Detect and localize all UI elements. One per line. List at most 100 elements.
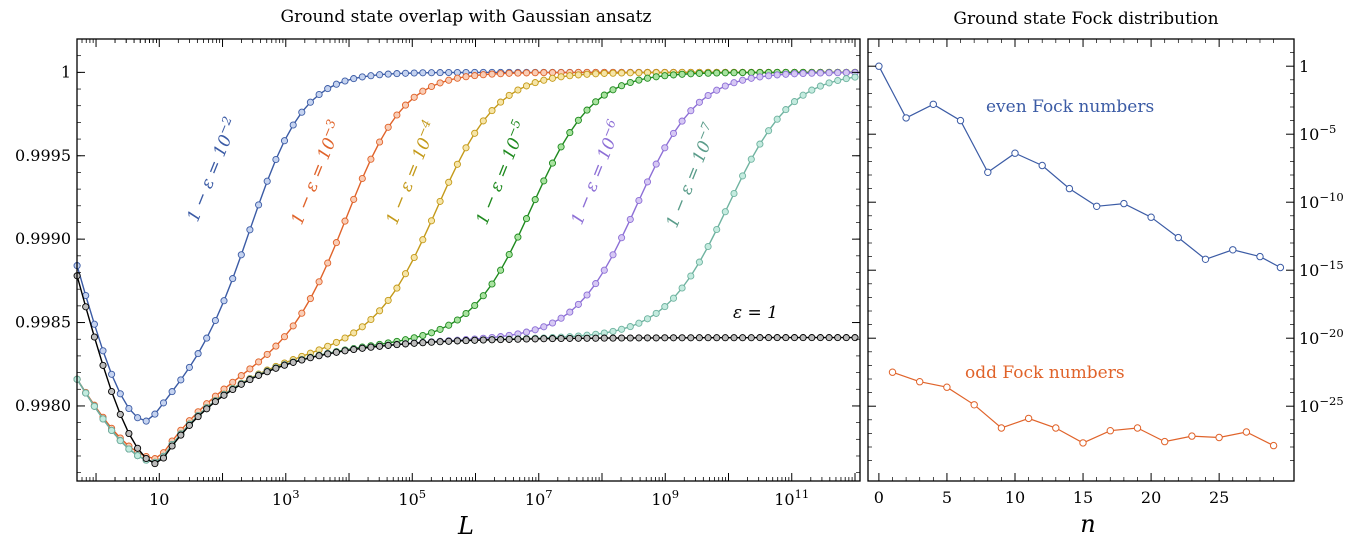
series-point: [592, 280, 600, 288]
series-point: [393, 341, 401, 349]
series-point: [730, 334, 738, 342]
series-point: [289, 358, 297, 366]
series-point: [453, 316, 461, 324]
series-point: [713, 334, 721, 342]
series-point: [652, 73, 660, 81]
fock-point: [1215, 433, 1223, 442]
left-chart-title: Ground state overlap with Gaussian ansat…: [281, 7, 652, 27]
series-point: [419, 339, 427, 347]
series-point: [289, 121, 297, 129]
series-point: [643, 178, 652, 186]
series-point: [635, 76, 643, 84]
series-point: [497, 266, 505, 274]
series-point: [99, 347, 107, 355]
series-point: [280, 361, 289, 369]
series-point: [497, 336, 505, 344]
y-tick-label: 0.9985: [15, 313, 71, 332]
series-point: [583, 70, 591, 78]
series-point: [410, 253, 418, 262]
series-5: [73, 73, 859, 466]
series-point: [566, 334, 574, 342]
fock-line: [892, 371, 1274, 447]
series-point: [505, 91, 513, 99]
series-line-5: [76, 76, 856, 464]
series-line-4: [76, 71, 855, 464]
series-point: [851, 334, 859, 342]
series-point: [298, 108, 306, 116]
series-point: [298, 309, 306, 317]
series-point: [350, 345, 358, 354]
series-point: [134, 444, 142, 452]
series-point: [592, 98, 600, 106]
series-point: [350, 329, 358, 337]
series-point: [332, 338, 340, 346]
series-point: [427, 217, 436, 225]
series-point: [445, 337, 453, 345]
series-point: [842, 69, 850, 77]
series-point: [842, 334, 850, 342]
series-point: [237, 380, 245, 388]
series-point: [747, 74, 755, 82]
series-point: [306, 354, 314, 362]
y-tick-label: 10−5: [1299, 122, 1336, 144]
series-point: [376, 342, 384, 350]
series-point: [479, 292, 487, 300]
fock-point: [1201, 255, 1210, 263]
series-point: [721, 334, 729, 342]
series-point: [773, 71, 781, 79]
series-point: [246, 226, 254, 234]
series-point: [427, 69, 436, 77]
series-point: [522, 215, 531, 223]
series-point: [635, 334, 643, 342]
series-point: [713, 86, 721, 94]
fock-point: [956, 116, 965, 125]
series-point: [609, 251, 617, 259]
series-point: [678, 334, 686, 342]
series-point: [185, 363, 193, 371]
series-point: [237, 251, 245, 259]
series-point: [669, 129, 678, 137]
x-tick-label: 107: [525, 487, 553, 509]
series-point: [488, 336, 496, 344]
fock-point: [943, 383, 951, 391]
series-point: [522, 69, 531, 77]
series-point: [548, 159, 557, 167]
fock-point: [984, 168, 992, 177]
series-point: [514, 69, 522, 77]
series-point: [522, 82, 531, 90]
series-point: [82, 389, 90, 397]
series-point: [704, 69, 712, 77]
series-point: [790, 98, 799, 106]
series-point: [721, 208, 729, 216]
series-point: [825, 79, 833, 87]
curve-label: 1 − ε = 10−2: [181, 114, 244, 225]
series-1: [73, 68, 859, 463]
series-point: [255, 201, 263, 209]
series-point: [108, 426, 116, 434]
series-point: [194, 350, 202, 358]
series-point: [747, 155, 755, 163]
series-point: [376, 71, 384, 79]
series-point: [566, 72, 574, 80]
series-point: [376, 307, 384, 315]
series-point: [765, 72, 773, 80]
series-point: [479, 71, 487, 79]
series-point: [540, 69, 548, 77]
series-point: [773, 334, 781, 342]
fock-point: [1147, 213, 1155, 221]
series-point: [834, 76, 842, 85]
fock-point: [970, 401, 978, 409]
series-point: [220, 391, 228, 399]
series-point: [306, 98, 314, 106]
series-point: [808, 86, 816, 94]
series-point: [401, 340, 410, 348]
series-point: [151, 460, 159, 468]
series-point: [747, 334, 755, 342]
series-point: [350, 75, 358, 83]
series-line-3: [76, 71, 855, 464]
series-point: [203, 334, 211, 342]
series-point: [626, 334, 634, 342]
series-point: [497, 70, 505, 78]
series-point: [471, 72, 479, 80]
